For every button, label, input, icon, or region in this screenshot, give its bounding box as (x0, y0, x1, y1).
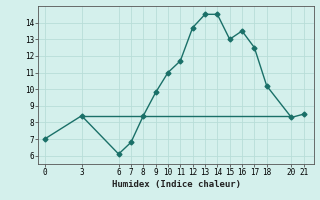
X-axis label: Humidex (Indice chaleur): Humidex (Indice chaleur) (111, 180, 241, 189)
